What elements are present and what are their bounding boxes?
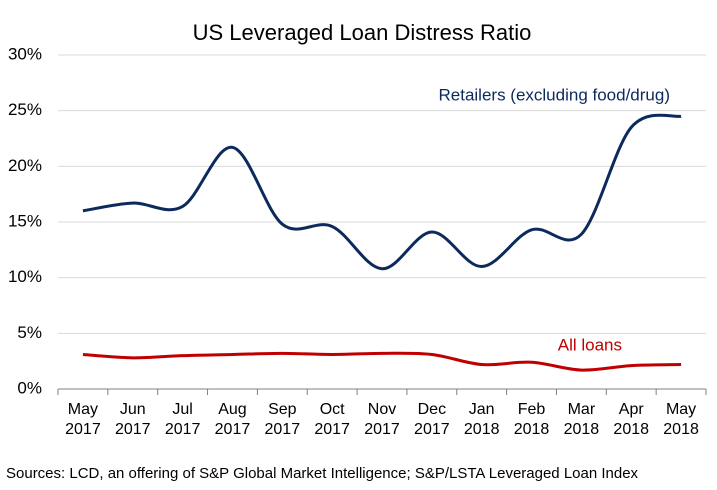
x-tick-label: Oct 2017 bbox=[314, 401, 350, 438]
y-tick-label: 25% bbox=[8, 100, 42, 119]
x-tick-label-box: Mar 2018 bbox=[563, 401, 600, 438]
series-line bbox=[82, 351, 682, 372]
y-tick-label: 20% bbox=[8, 156, 42, 175]
x-tick-label: Jul 2017 bbox=[164, 401, 201, 438]
x-tick-label-box: Jan 2018 bbox=[463, 401, 500, 438]
x-tick-label: May 2017 bbox=[65, 401, 101, 438]
x-tick-label-box: Jun 2017 bbox=[114, 401, 151, 438]
series-line bbox=[82, 113, 682, 271]
x-tick-label-box: Oct 2017 bbox=[314, 401, 350, 438]
chart-title: US Leveraged Loan Distress Ratio bbox=[193, 20, 532, 45]
x-tick-label: Sep 2017 bbox=[264, 401, 301, 438]
y-tick-label: 5% bbox=[17, 323, 42, 342]
x-tick-label: May 2018 bbox=[663, 401, 699, 438]
y-tick-label: 30% bbox=[8, 44, 42, 63]
x-tick-label-box: Dec 2017 bbox=[414, 401, 450, 438]
x-tick-label-box: Feb 2018 bbox=[513, 401, 550, 438]
x-tick-label: Jun 2017 bbox=[114, 401, 151, 438]
x-tick-label: Aug 2017 bbox=[214, 401, 251, 438]
x-tick-label-box: May 2018 bbox=[663, 401, 699, 438]
y-tick-label: 15% bbox=[8, 211, 42, 230]
source-note: Sources: LCD, an offering of S&P Global … bbox=[6, 465, 639, 482]
x-tick-label-box: Apr 2018 bbox=[613, 401, 650, 438]
y-tick-label: 0% bbox=[17, 378, 42, 397]
x-tick-label: Dec 2017 bbox=[414, 401, 450, 438]
x-tick-label: Mar 2018 bbox=[563, 401, 600, 438]
x-tick-label-box: Jul 2017 bbox=[164, 401, 201, 438]
x-tick-label-box: Nov 2017 bbox=[364, 401, 400, 438]
y-tick-label: 10% bbox=[8, 267, 42, 286]
series-label: Retailers (excluding food/drug) bbox=[438, 85, 670, 104]
x-tick-label-box: Aug 2017 bbox=[214, 401, 251, 438]
x-tick-label: Apr 2018 bbox=[613, 401, 650, 438]
x-tick-label: Feb 2018 bbox=[513, 401, 550, 438]
series-label: All loans bbox=[558, 335, 622, 354]
x-tick-label-box: May 2017 bbox=[65, 401, 101, 438]
x-tick-label: Nov 2017 bbox=[364, 401, 400, 438]
x-tick-label-box: Sep 2017 bbox=[264, 401, 301, 438]
x-tick-label: Jan 2018 bbox=[463, 401, 500, 438]
